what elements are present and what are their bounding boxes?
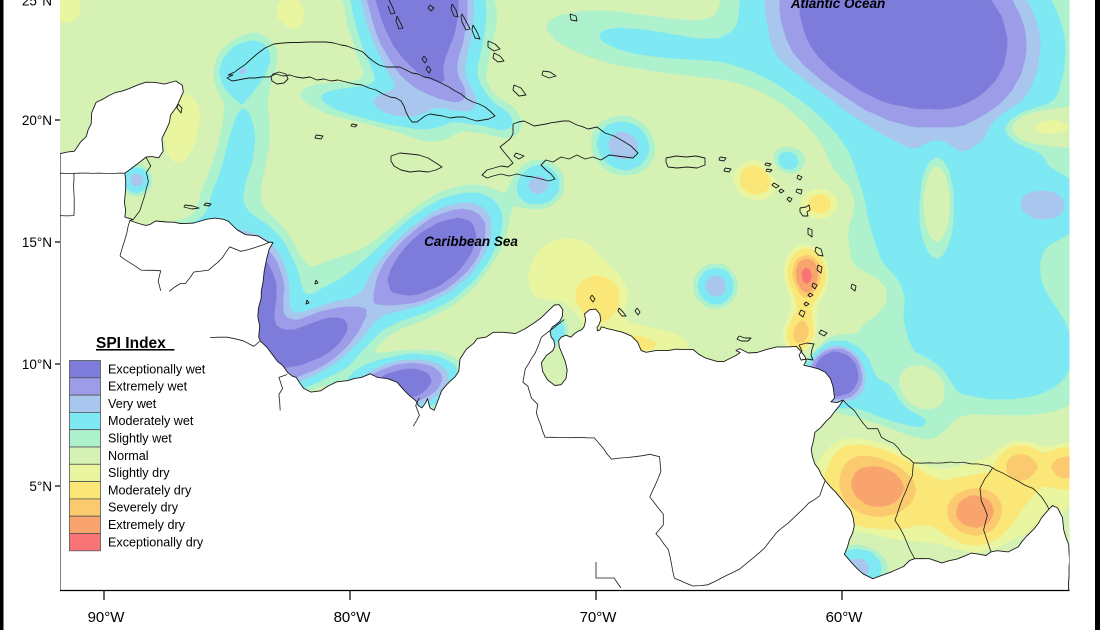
- svg-text:Atlantic Ocean: Atlantic Ocean: [790, 0, 886, 11]
- svg-text:Slightly dry: Slightly dry: [108, 466, 170, 480]
- svg-text:Extremely wet: Extremely wet: [108, 380, 188, 394]
- svg-text:60°W: 60°W: [826, 609, 864, 626]
- svg-text:70°W: 70°W: [580, 609, 618, 626]
- svg-text:Exceptionally wet: Exceptionally wet: [108, 362, 206, 376]
- svg-text:Exceptionally dry: Exceptionally dry: [108, 535, 204, 549]
- svg-text:Very wet: Very wet: [108, 397, 157, 411]
- svg-text:Severely dry: Severely dry: [108, 501, 179, 515]
- svg-text:Normal: Normal: [108, 449, 149, 463]
- svg-text:Slightly wet: Slightly wet: [108, 432, 172, 446]
- svg-text:Moderately dry: Moderately dry: [108, 483, 192, 497]
- svg-text:5°N: 5°N: [29, 479, 52, 494]
- svg-text:Moderately wet: Moderately wet: [108, 414, 194, 428]
- svg-text:15°N: 15°N: [22, 235, 52, 250]
- svg-text:SPI Index: SPI Index: [96, 335, 174, 352]
- svg-text:Caribbean Sea: Caribbean Sea: [424, 234, 518, 249]
- svg-text:20°N: 20°N: [22, 113, 52, 128]
- svg-text:90°W: 90°W: [88, 609, 126, 626]
- svg-text:10°N: 10°N: [22, 357, 52, 372]
- svg-text:Extremely dry: Extremely dry: [108, 518, 186, 532]
- svg-text:25°N: 25°N: [22, 0, 52, 9]
- svg-text:80°W: 80°W: [334, 609, 372, 626]
